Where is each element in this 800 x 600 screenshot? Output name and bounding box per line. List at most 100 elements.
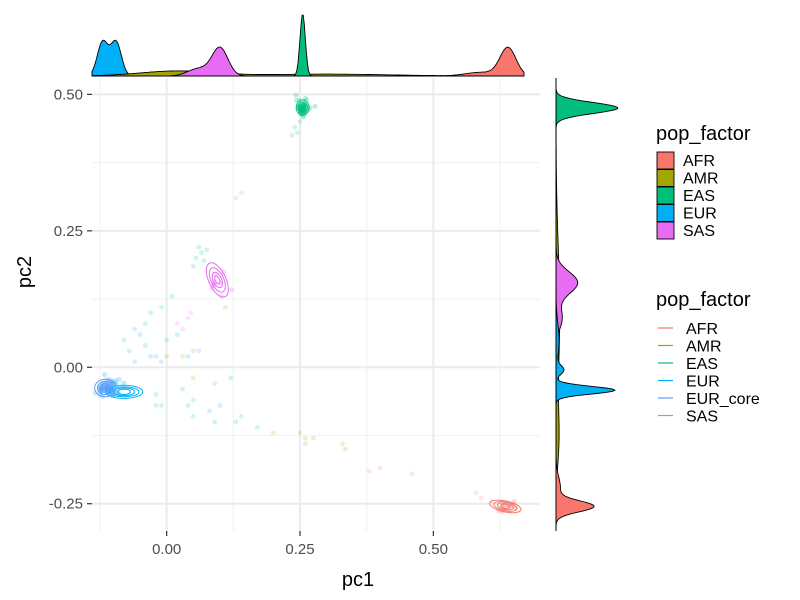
fill-legend-key-sas	[656, 221, 675, 240]
point-eas	[201, 258, 207, 264]
point-eur	[228, 375, 234, 381]
point-amr	[180, 353, 186, 359]
point-eur	[169, 293, 175, 299]
x-tick-label: 0.25	[285, 541, 314, 558]
point-eas	[196, 244, 202, 250]
point-eur	[142, 321, 148, 327]
point-afr	[478, 495, 484, 501]
fill-legend-label-afr: AFR	[683, 153, 715, 170]
point-amr	[164, 353, 170, 359]
x-tick-label: 0.00	[152, 541, 181, 558]
point-eas	[312, 103, 318, 109]
contour-eur_core	[99, 383, 112, 393]
point-eur	[132, 359, 138, 365]
point-amr	[342, 446, 348, 452]
x-axis-title: pc1	[342, 569, 374, 591]
point-amr	[190, 348, 196, 354]
contour-eas	[300, 104, 305, 111]
line-legend-title: pop_factor	[656, 289, 751, 311]
point-eur	[132, 326, 138, 332]
right-density-eur	[555, 78, 616, 531]
point-eas	[292, 124, 298, 130]
point-afr	[473, 490, 479, 496]
point-eur	[148, 310, 154, 316]
point-eas	[303, 97, 309, 103]
contour-afr	[500, 503, 511, 510]
point-eur	[121, 337, 127, 343]
line-legend-label-eas: EAS	[686, 356, 718, 373]
right-density-afr	[555, 78, 595, 531]
point-amr	[297, 430, 303, 436]
point-eas	[193, 255, 199, 261]
contour-eas	[295, 99, 310, 116]
y-tick-label: -0.25	[49, 496, 83, 513]
point-afr	[377, 465, 383, 471]
contour-afr	[493, 501, 518, 512]
point-amr	[310, 435, 316, 441]
point-eur	[148, 353, 154, 359]
point-eur	[126, 348, 132, 354]
point-sas	[233, 195, 239, 201]
fill-legend-key-afr	[656, 151, 675, 170]
point-eur_core	[99, 383, 105, 389]
point-eur	[212, 381, 218, 387]
point-eur	[158, 359, 164, 365]
point-eur_core	[113, 377, 119, 384]
line-legend-label-eur: EUR	[686, 374, 720, 391]
point-eur	[190, 413, 196, 419]
x-tick-label: 0.50	[419, 541, 448, 558]
contour-eur_core	[102, 385, 109, 391]
point-eur	[190, 397, 196, 403]
point-eur	[254, 424, 260, 430]
top-marginal-density	[91, 14, 525, 77]
contour-eur_core	[96, 380, 114, 396]
point-afr	[366, 468, 372, 474]
point-eas	[300, 114, 306, 120]
y-axis-title: pc2	[14, 256, 36, 288]
point-eur	[142, 343, 148, 348]
y-tick-label: 0.50	[54, 86, 83, 103]
point-eur	[121, 380, 127, 386]
x-axis: 0.00 0.25 0.50	[152, 531, 448, 558]
point-eur	[153, 353, 159, 359]
line-legend-label-afr: AFR	[686, 321, 718, 338]
point-eas	[198, 250, 204, 256]
point-sas	[229, 287, 235, 293]
point-sas	[180, 326, 186, 332]
fill-legend-label-amr: AMR	[683, 171, 719, 188]
contour-afr	[489, 499, 522, 514]
point-eur	[112, 379, 118, 386]
fill-legend-key-eur	[656, 204, 675, 222]
density-contours	[94, 99, 522, 514]
point-eas	[204, 247, 210, 253]
plot-panel	[92, 78, 540, 531]
right-density-eas	[555, 78, 619, 531]
point-eur	[238, 413, 244, 419]
point-sas	[174, 321, 180, 327]
point-eur	[196, 348, 202, 354]
point-sas	[238, 190, 244, 196]
contour-sas	[214, 275, 221, 285]
point-eur	[206, 408, 212, 414]
y-axis: -0.25 0.00 0.25 0.50	[49, 86, 92, 513]
line-legend-label-eur_core: EUR_core	[686, 391, 760, 408]
point-sas	[188, 310, 194, 316]
contour-eas	[297, 101, 308, 114]
contour-eur_core	[94, 378, 117, 398]
panel-background	[92, 78, 540, 531]
point-afr	[409, 471, 415, 477]
point-eur	[233, 419, 239, 425]
point-amr	[302, 435, 308, 441]
point-eas	[289, 132, 295, 138]
point-eur	[174, 332, 180, 337]
right-marginal-density	[555, 78, 619, 531]
contour-sas	[205, 262, 229, 298]
point-eas	[297, 119, 303, 125]
point-eas	[294, 130, 300, 135]
top-density-eas	[92, 14, 524, 77]
